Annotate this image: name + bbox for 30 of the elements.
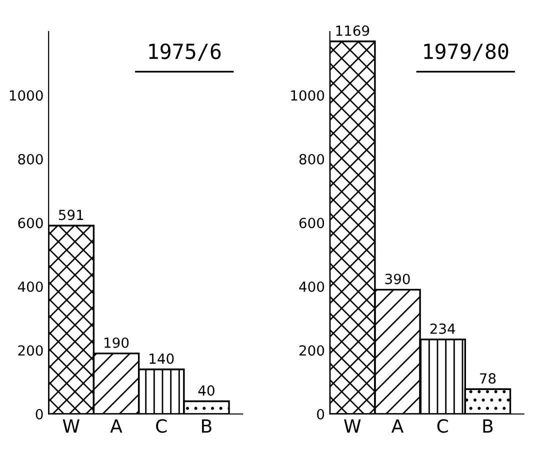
data-label: 40 [198,385,214,396]
y-tick-label: 400 [18,281,43,292]
y-tick-label: 600 [18,218,43,228]
data-label: 78 [480,373,496,384]
data-label: 140 [150,353,174,364]
y-tick-label: 1000 [291,90,324,101]
x-tick-label: B [483,419,493,433]
y-tick-label: 1000 [10,90,43,101]
y-tick-label: 600 [299,218,324,228]
x-tick-label: W [344,419,361,433]
x-tick-label: A [391,419,404,433]
data-label: 591 [58,210,84,220]
y-tick-label: 400 [299,281,324,292]
chart-title: 1975/6 [149,43,221,61]
y-tick-label: 200 [18,345,43,356]
y-tick-label: 800 [18,154,43,164]
x-tick-label: C [156,419,167,433]
data-label: 190 [104,337,129,348]
x-tick-label: W [62,419,80,433]
data-label: 234 [430,323,456,334]
y-tick-label: 800 [299,154,324,164]
y-tick-label: 0 [36,408,43,420]
data-label: 1169 [336,25,370,36]
y-tick-label: 0 [317,408,324,420]
y-tick-label: 200 [299,345,324,356]
x-tick-label: B [202,419,212,433]
data-label: 390 [385,274,410,284]
x-tick-label: C [437,419,448,433]
chart-title: 1979/80 [424,43,508,61]
x-tick-label: A [110,419,122,433]
